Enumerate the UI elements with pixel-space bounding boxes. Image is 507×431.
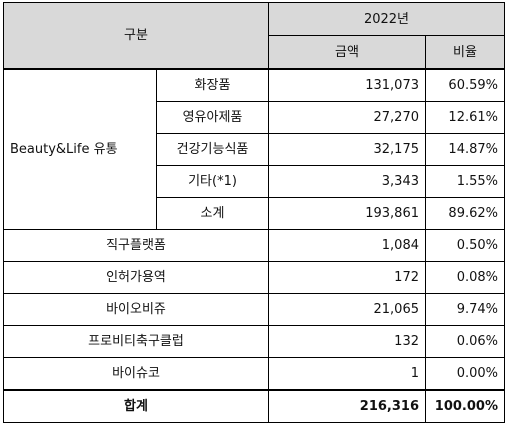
- revenue-table-container: 구분 2022년 금액 비율 Beauty&Life 유통 화장품 131,07…: [3, 2, 505, 423]
- row-ratio: 0.08%: [425, 261, 505, 294]
- total-row: 합계 216,316 100.00%: [3, 389, 505, 423]
- row-ratio: 14.87%: [425, 133, 505, 166]
- row-amount: 32,175: [268, 133, 426, 166]
- row-name: 직구플랫폼: [3, 229, 269, 262]
- row-amount: 21,065: [268, 293, 426, 326]
- row-name: 프로비티축구클럽: [3, 325, 269, 358]
- table-row: 건강기능식품 32,175 14.87%: [4, 133, 505, 166]
- header-ratio: 비율: [425, 35, 505, 70]
- table-row: Beauty&Life 유통 화장품 131,073 60.59%: [3, 68, 505, 230]
- table-row: 바이오비쥬 21,065 9.74%: [3, 293, 505, 326]
- total-amount: 216,316: [268, 389, 426, 423]
- total-ratio: 100.00%: [425, 389, 505, 423]
- row-amount: 193,861: [268, 197, 426, 230]
- row-name: 바이슈코: [3, 357, 269, 391]
- row-name: 기타(*1): [156, 165, 269, 198]
- row-ratio: 0.00%: [425, 357, 505, 391]
- row-ratio: 1.55%: [425, 165, 505, 198]
- table-row: 기타(*1) 3,343 1.55%: [4, 165, 505, 198]
- header-row-1: 구분 2022년: [3, 2, 505, 70]
- table-row: 바이슈코 1 0.00%: [3, 357, 505, 391]
- header-row-2: 금액 비율: [4, 35, 505, 70]
- group-label-beauty-life: Beauty&Life 유통: [3, 68, 157, 230]
- row-amount: 27,270: [268, 101, 426, 134]
- row-name: 바이오비쥬: [3, 293, 269, 326]
- row-ratio: 0.50%: [425, 229, 505, 262]
- row-amount: 131,073: [268, 68, 426, 102]
- row-amount: 172: [268, 261, 426, 294]
- revenue-table: 구분 2022년 금액 비율 Beauty&Life 유통 화장품 131,07…: [3, 2, 505, 423]
- table-row: 직구플랫폼 1,084 0.50%: [3, 229, 505, 262]
- header-year: 2022년: [268, 2, 505, 36]
- table-row: 프로비티축구클럽 132 0.06%: [3, 325, 505, 358]
- row-name: 소계: [156, 197, 269, 230]
- row-ratio: 12.61%: [425, 101, 505, 134]
- row-ratio: 89.62%: [425, 197, 505, 230]
- header-amount: 금액: [268, 35, 426, 70]
- row-ratio: 60.59%: [425, 68, 505, 102]
- table-row: 영유아제품 27,270 12.61%: [4, 101, 505, 134]
- row-amount: 132: [268, 325, 426, 358]
- row-name: 영유아제품: [156, 101, 269, 134]
- row-name: 건강기능식품: [156, 133, 269, 166]
- row-name: 인허가용역: [3, 261, 269, 294]
- row-amount: 3,343: [268, 165, 426, 198]
- row-ratio: 9.74%: [425, 293, 505, 326]
- row-ratio: 0.06%: [425, 325, 505, 358]
- row-amount: 1: [268, 357, 426, 391]
- table-row: 인허가용역 172 0.08%: [3, 261, 505, 294]
- total-label: 합계: [3, 389, 269, 423]
- row-amount: 1,084: [268, 229, 426, 262]
- header-category: 구분: [3, 2, 269, 70]
- row-name: 화장품: [156, 68, 269, 102]
- subtotal-row: 소계 193,861 89.62%: [4, 197, 505, 230]
